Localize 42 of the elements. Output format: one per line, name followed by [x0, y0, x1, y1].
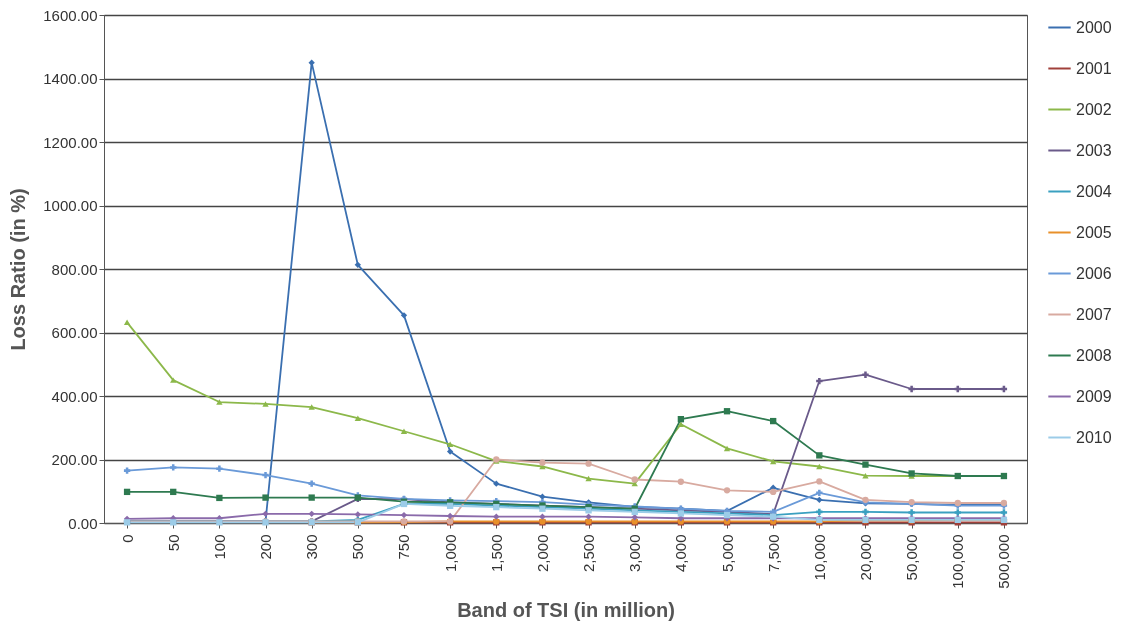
- x-tick-label: 1,000: [441, 534, 459, 573]
- y-tick-label: 0.00: [68, 514, 98, 532]
- x-tick-label: 2,500: [580, 534, 598, 573]
- legend-label: 2001: [1076, 59, 1112, 77]
- legend-label: 2006: [1076, 264, 1112, 282]
- x-tick-label: 200: [257, 534, 275, 560]
- y-tick-label: 1400.00: [43, 70, 98, 87]
- x-tick-label: 10,000: [810, 534, 828, 581]
- legend-label: 2003: [1076, 141, 1112, 159]
- y-tick-label: 1000.00: [43, 197, 98, 214]
- legend-label: 2008: [1076, 346, 1112, 364]
- x-tick-label: 7,500: [764, 534, 782, 573]
- x-tick-label: 300: [303, 534, 321, 560]
- x-tick-label: 50: [164, 534, 182, 552]
- legend-label: 2005: [1076, 223, 1112, 241]
- y-tick-label: 400.00: [51, 387, 98, 405]
- x-tick-label: 750: [395, 534, 413, 560]
- y-tick-label: 200.00: [51, 451, 98, 468]
- x-tick-label: 100,000: [949, 534, 967, 589]
- x-tick-label: 50,000: [903, 534, 921, 581]
- y-tick-label: 1200.00: [43, 133, 98, 151]
- y-tick-label: 1600.00: [43, 6, 98, 24]
- legend-label: 2010: [1076, 428, 1112, 446]
- y-tick-label: 600.00: [51, 324, 98, 341]
- x-tick-label: 3,000: [626, 534, 644, 573]
- legend-label: 2000: [1076, 18, 1112, 36]
- x-tick-label: 1,500: [487, 534, 505, 573]
- legend-label: 2009: [1076, 387, 1112, 405]
- x-tick-label: 5,000: [718, 534, 736, 573]
- x-tick-label: 20,000: [856, 534, 874, 581]
- legend-label: 2002: [1076, 100, 1112, 118]
- x-axis-title: Band of TSI (in million): [457, 598, 675, 621]
- y-tick-label: 800.00: [51, 260, 98, 278]
- y-axis-title: Loss Ratio (in %): [7, 188, 30, 351]
- x-tick-label: 500,000: [995, 534, 1013, 589]
- x-tick-label: 0: [118, 534, 136, 543]
- x-tick-label: 2,000: [533, 534, 551, 573]
- x-tick-label: 500: [349, 534, 367, 560]
- legend-label: 2007: [1076, 305, 1112, 323]
- legend-label: 2004: [1076, 182, 1112, 200]
- x-tick-label: 100: [210, 534, 228, 560]
- x-tick-label: 4,000: [672, 534, 690, 573]
